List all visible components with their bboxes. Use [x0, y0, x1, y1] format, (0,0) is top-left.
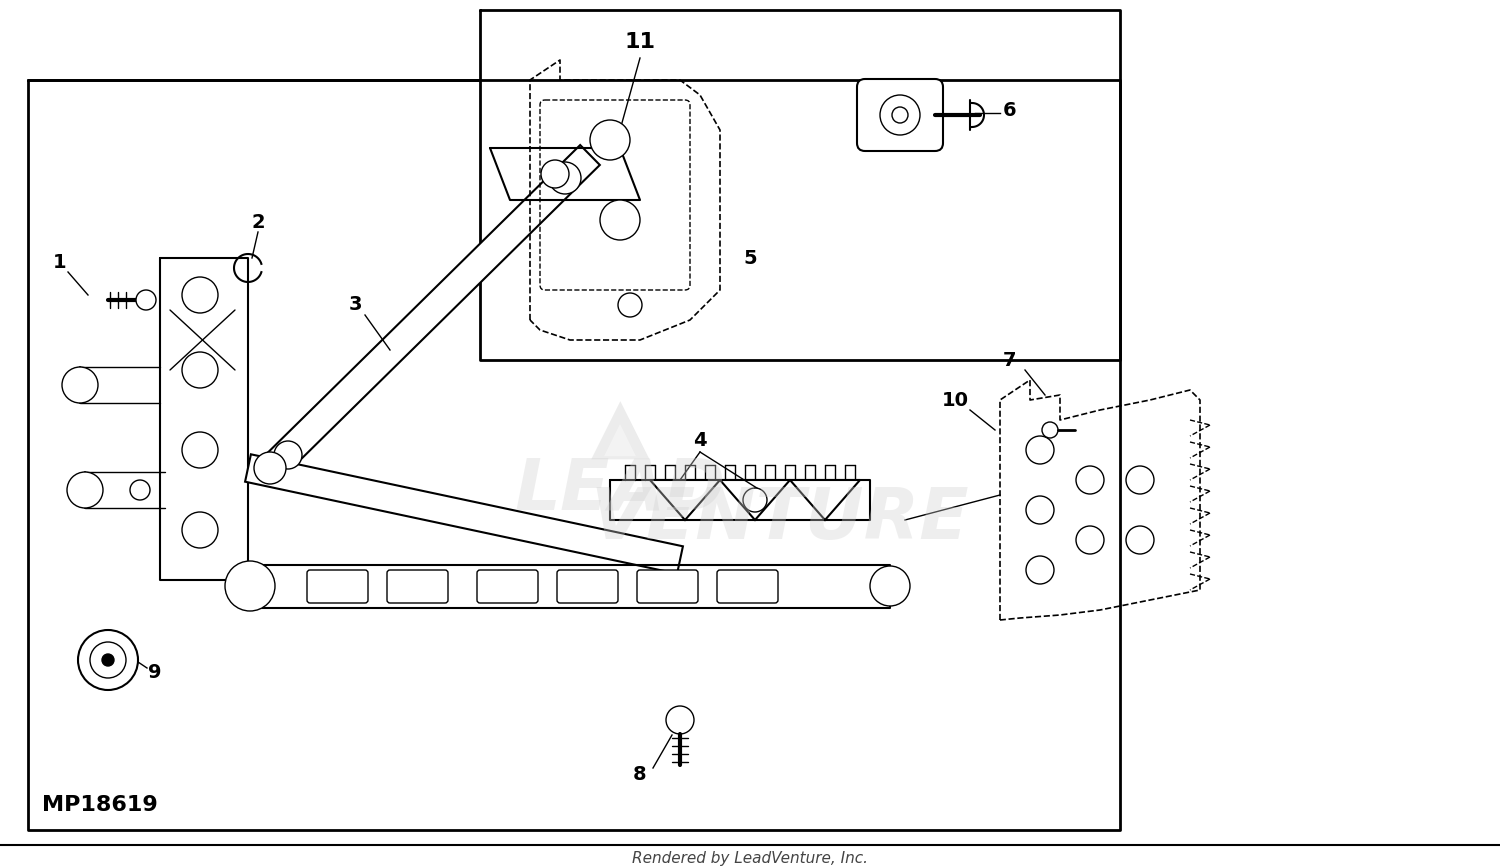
Circle shape — [1126, 466, 1154, 494]
Circle shape — [62, 367, 98, 403]
Circle shape — [1076, 526, 1104, 554]
Circle shape — [102, 654, 114, 666]
Circle shape — [892, 107, 908, 123]
Text: 1: 1 — [53, 253, 68, 272]
Text: 3: 3 — [348, 295, 361, 314]
Circle shape — [742, 488, 766, 512]
Text: LEAD: LEAD — [514, 456, 726, 524]
FancyBboxPatch shape — [638, 570, 698, 603]
Circle shape — [618, 293, 642, 317]
Text: 5: 5 — [742, 248, 758, 267]
Text: MP18619: MP18619 — [42, 795, 158, 815]
Text: 11: 11 — [624, 32, 656, 52]
Text: ▲: ▲ — [604, 419, 636, 461]
Text: ▲: ▲ — [591, 393, 650, 467]
Circle shape — [68, 472, 104, 508]
FancyBboxPatch shape — [477, 570, 538, 603]
Polygon shape — [255, 145, 600, 485]
Text: 10: 10 — [942, 391, 969, 410]
Circle shape — [225, 561, 274, 611]
Circle shape — [182, 352, 218, 388]
Circle shape — [78, 630, 138, 690]
FancyBboxPatch shape — [308, 570, 368, 603]
Polygon shape — [720, 480, 790, 520]
Circle shape — [666, 706, 694, 734]
Circle shape — [870, 566, 910, 606]
Polygon shape — [650, 480, 720, 520]
Circle shape — [1042, 422, 1058, 438]
FancyBboxPatch shape — [717, 570, 778, 603]
Text: Rendered by LeadVenture, Inc.: Rendered by LeadVenture, Inc. — [632, 851, 868, 865]
Polygon shape — [244, 454, 682, 574]
Circle shape — [136, 290, 156, 310]
Circle shape — [182, 512, 218, 548]
Circle shape — [274, 441, 302, 469]
FancyBboxPatch shape — [556, 570, 618, 603]
Circle shape — [880, 95, 920, 135]
FancyBboxPatch shape — [856, 79, 944, 151]
Circle shape — [130, 480, 150, 500]
Polygon shape — [790, 480, 859, 520]
Text: 4: 4 — [693, 431, 706, 450]
Circle shape — [1026, 556, 1054, 584]
Circle shape — [182, 277, 218, 313]
Circle shape — [90, 642, 126, 678]
Circle shape — [542, 160, 568, 188]
Text: 6: 6 — [1004, 101, 1017, 120]
Circle shape — [549, 162, 580, 194]
Text: 2: 2 — [251, 213, 266, 232]
Circle shape — [1076, 466, 1104, 494]
Circle shape — [600, 200, 640, 240]
Circle shape — [1026, 496, 1054, 524]
Circle shape — [1026, 436, 1054, 464]
Circle shape — [1126, 526, 1154, 554]
Text: 9: 9 — [148, 662, 162, 681]
Circle shape — [182, 432, 218, 468]
Text: VENTURE: VENTURE — [591, 485, 969, 555]
Circle shape — [590, 120, 630, 160]
FancyBboxPatch shape — [387, 570, 448, 603]
Text: 8: 8 — [633, 766, 646, 785]
Circle shape — [254, 452, 286, 484]
Text: 7: 7 — [1004, 351, 1017, 370]
